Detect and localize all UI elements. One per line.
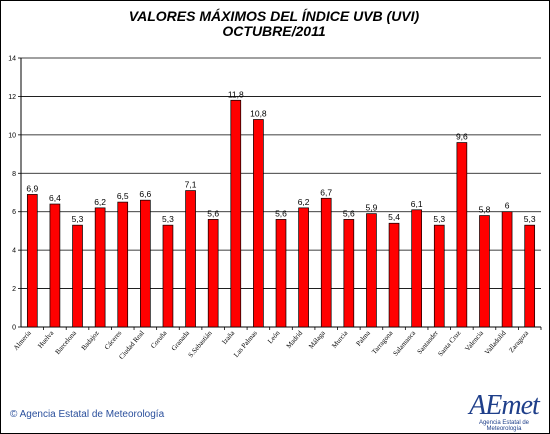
y-tick-label: 14 (8, 56, 16, 63)
bar (49, 203, 61, 328)
bar (94, 207, 106, 328)
bar (185, 190, 196, 328)
y-tick-label: 2 (12, 286, 16, 293)
bar-value-label: 5,3 (433, 214, 445, 224)
bar-value-label: 6,9 (26, 183, 38, 193)
chart-title: VALORES MÁXIMOS DEL ÍNDICE UVB (UVI) (129, 8, 420, 24)
bar-value-label: 5,6 (275, 208, 287, 218)
bar-value-label: 6,2 (94, 197, 106, 207)
bar-value-label: 6,6 (139, 189, 151, 199)
bar (320, 197, 332, 328)
y-tick-label: 12 (8, 94, 16, 101)
chart-subtitle: OCTUBRE/2011 (222, 23, 325, 39)
bar-value-label: 6,1 (411, 199, 423, 209)
x-category-label: Málaga (307, 328, 327, 350)
bar-value-label: 6,5 (117, 191, 129, 201)
bar-value-label: 6,4 (49, 193, 61, 203)
bar (230, 99, 242, 328)
logo-wordmark: AEmet (469, 390, 540, 421)
bar (479, 215, 490, 328)
x-category-label: Almería (12, 328, 33, 351)
bar (524, 224, 536, 328)
bar (366, 213, 377, 328)
bar-series (26, 99, 536, 328)
gridlines (21, 57, 541, 289)
x-category-label: Zaragoza (507, 328, 530, 354)
x-category-label: León (266, 329, 282, 346)
x-category-label: Madrid (285, 329, 305, 350)
x-category-label: Palma (355, 328, 373, 347)
bar (343, 219, 355, 328)
bar-value-label: 6,2 (298, 197, 310, 207)
x-category-label: Valencia (463, 328, 485, 352)
x-category-label: Coruña (149, 328, 169, 350)
bar (26, 194, 38, 328)
bar (162, 224, 174, 328)
x-category-label: Huelva (36, 328, 56, 349)
x-category-label: Valladolid (483, 329, 508, 357)
copyright-text: © Agencia Estatal de Meteorología (10, 409, 165, 420)
y-tick-label: 4 (12, 248, 16, 255)
bar-value-label: 5,8 (479, 205, 491, 215)
bar-value-label: 6 (505, 201, 510, 211)
data-labels: 6,9 6,4 5,3 6,2 6,5 6,6 5,3 7,1 5,6 11,8 10,8 5,6 6,… (26, 89, 535, 224)
bar-value-label: 5,3 (72, 214, 84, 224)
x-category-label: Badajoz (80, 329, 101, 352)
y-tick-label: 6 (12, 209, 16, 216)
bar (388, 222, 400, 328)
bar (140, 199, 151, 328)
aemet-logo: AEmet Agencia Estatal de Meteorología (462, 390, 546, 433)
y-tick-label: 0 (12, 325, 16, 332)
bar (275, 219, 287, 328)
bar (433, 224, 445, 328)
x-category-label: Izaña (220, 328, 236, 345)
bar-value-label: 5,4 (388, 212, 400, 222)
x-category-label: Granada (170, 328, 192, 352)
bar-value-label: 5,9 (366, 203, 378, 213)
bar (207, 219, 219, 328)
bar-value-label: 7,1 (185, 180, 197, 190)
x-category-label: Murcia (330, 328, 350, 349)
bar-value-label: 5,6 (343, 208, 355, 218)
bar (298, 207, 309, 328)
bar-value-label: 10,8 (250, 108, 267, 118)
logo-subtitle: Agencia Estatal de Meteorología (478, 420, 530, 432)
bar-value-label: 9,6 (456, 132, 468, 142)
bar-value-label: 5,6 (207, 208, 219, 218)
bar (253, 119, 264, 328)
bar-value-label: 5,3 (162, 214, 174, 224)
bar (411, 209, 422, 328)
x-category-label: Cáceres (103, 329, 124, 351)
x-category-label: Barcelona (54, 328, 79, 356)
bar-value-label: 5,3 (524, 214, 536, 224)
bar (456, 142, 468, 328)
bar-value-label: 6,7 (320, 187, 332, 197)
y-tick-label: 8 (12, 171, 16, 178)
x-category-label: Santa Cruz (436, 329, 462, 358)
bar (72, 224, 83, 328)
bar (501, 211, 513, 328)
bar-value-label: 11,8 (228, 89, 244, 99)
y-tick-label: 10 (8, 132, 16, 139)
x-category-label: Las Palmas (232, 329, 259, 359)
x-category-label: S.Sebastián (187, 329, 214, 359)
bar (117, 201, 129, 328)
x-category-label: Salamanca (392, 328, 418, 357)
